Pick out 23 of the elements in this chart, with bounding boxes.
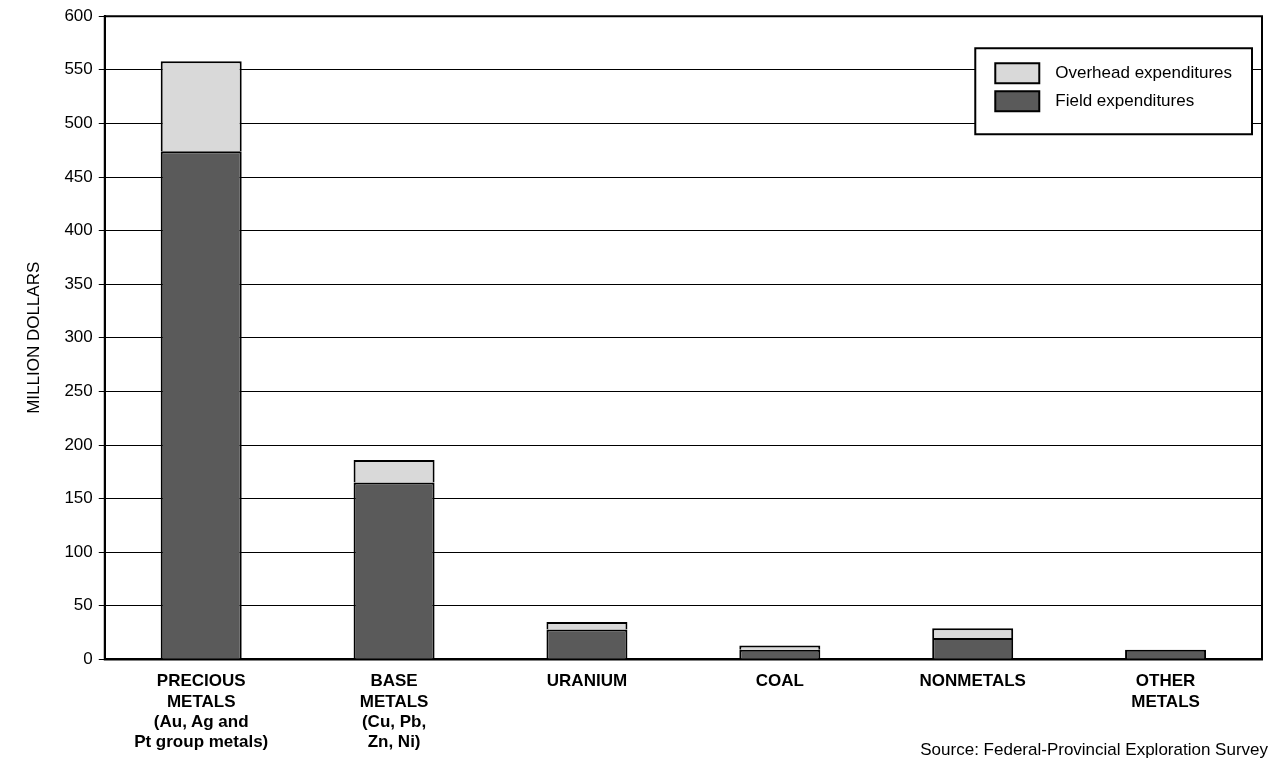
y-tick-label: 200 (64, 434, 93, 454)
y-tick-label: 250 (64, 381, 93, 401)
legend-label: Overhead expenditures (1055, 62, 1233, 82)
y-tick-label: 50 (73, 595, 93, 615)
x-tick-label: URANIUM (546, 671, 628, 691)
y-tick-label: 350 (64, 273, 93, 293)
x-tick-label: COAL (755, 671, 804, 691)
y-tick-label: 100 (64, 541, 93, 561)
x-tick-label: OTHER METALS (1131, 671, 1200, 711)
y-axis-title: MILLION DOLLARS (23, 261, 43, 414)
y-tick-label: 150 (64, 488, 93, 508)
y-tick-label: 500 (64, 113, 93, 133)
x-tick-label: PRECIOUS METALS (Au, Ag and Pt group metals) (134, 671, 269, 752)
x-tick-label: NONMETALS (919, 671, 1026, 691)
legend-label: Field expenditures (1055, 90, 1195, 110)
x-tick-label: BASE METALS (Cu, Pb, Zn, Ni) (359, 671, 429, 752)
y-tick-label: 400 (64, 220, 93, 240)
y-tick-label: 0 (83, 649, 93, 669)
y-tick-label: 450 (64, 166, 93, 186)
source-note: Source: Federal-Provincial Exploration Survey (920, 740, 1268, 760)
y-tick-label: 300 (64, 327, 93, 347)
y-tick-label: 550 (64, 59, 93, 79)
y-tick-label: 600 (64, 5, 93, 25)
